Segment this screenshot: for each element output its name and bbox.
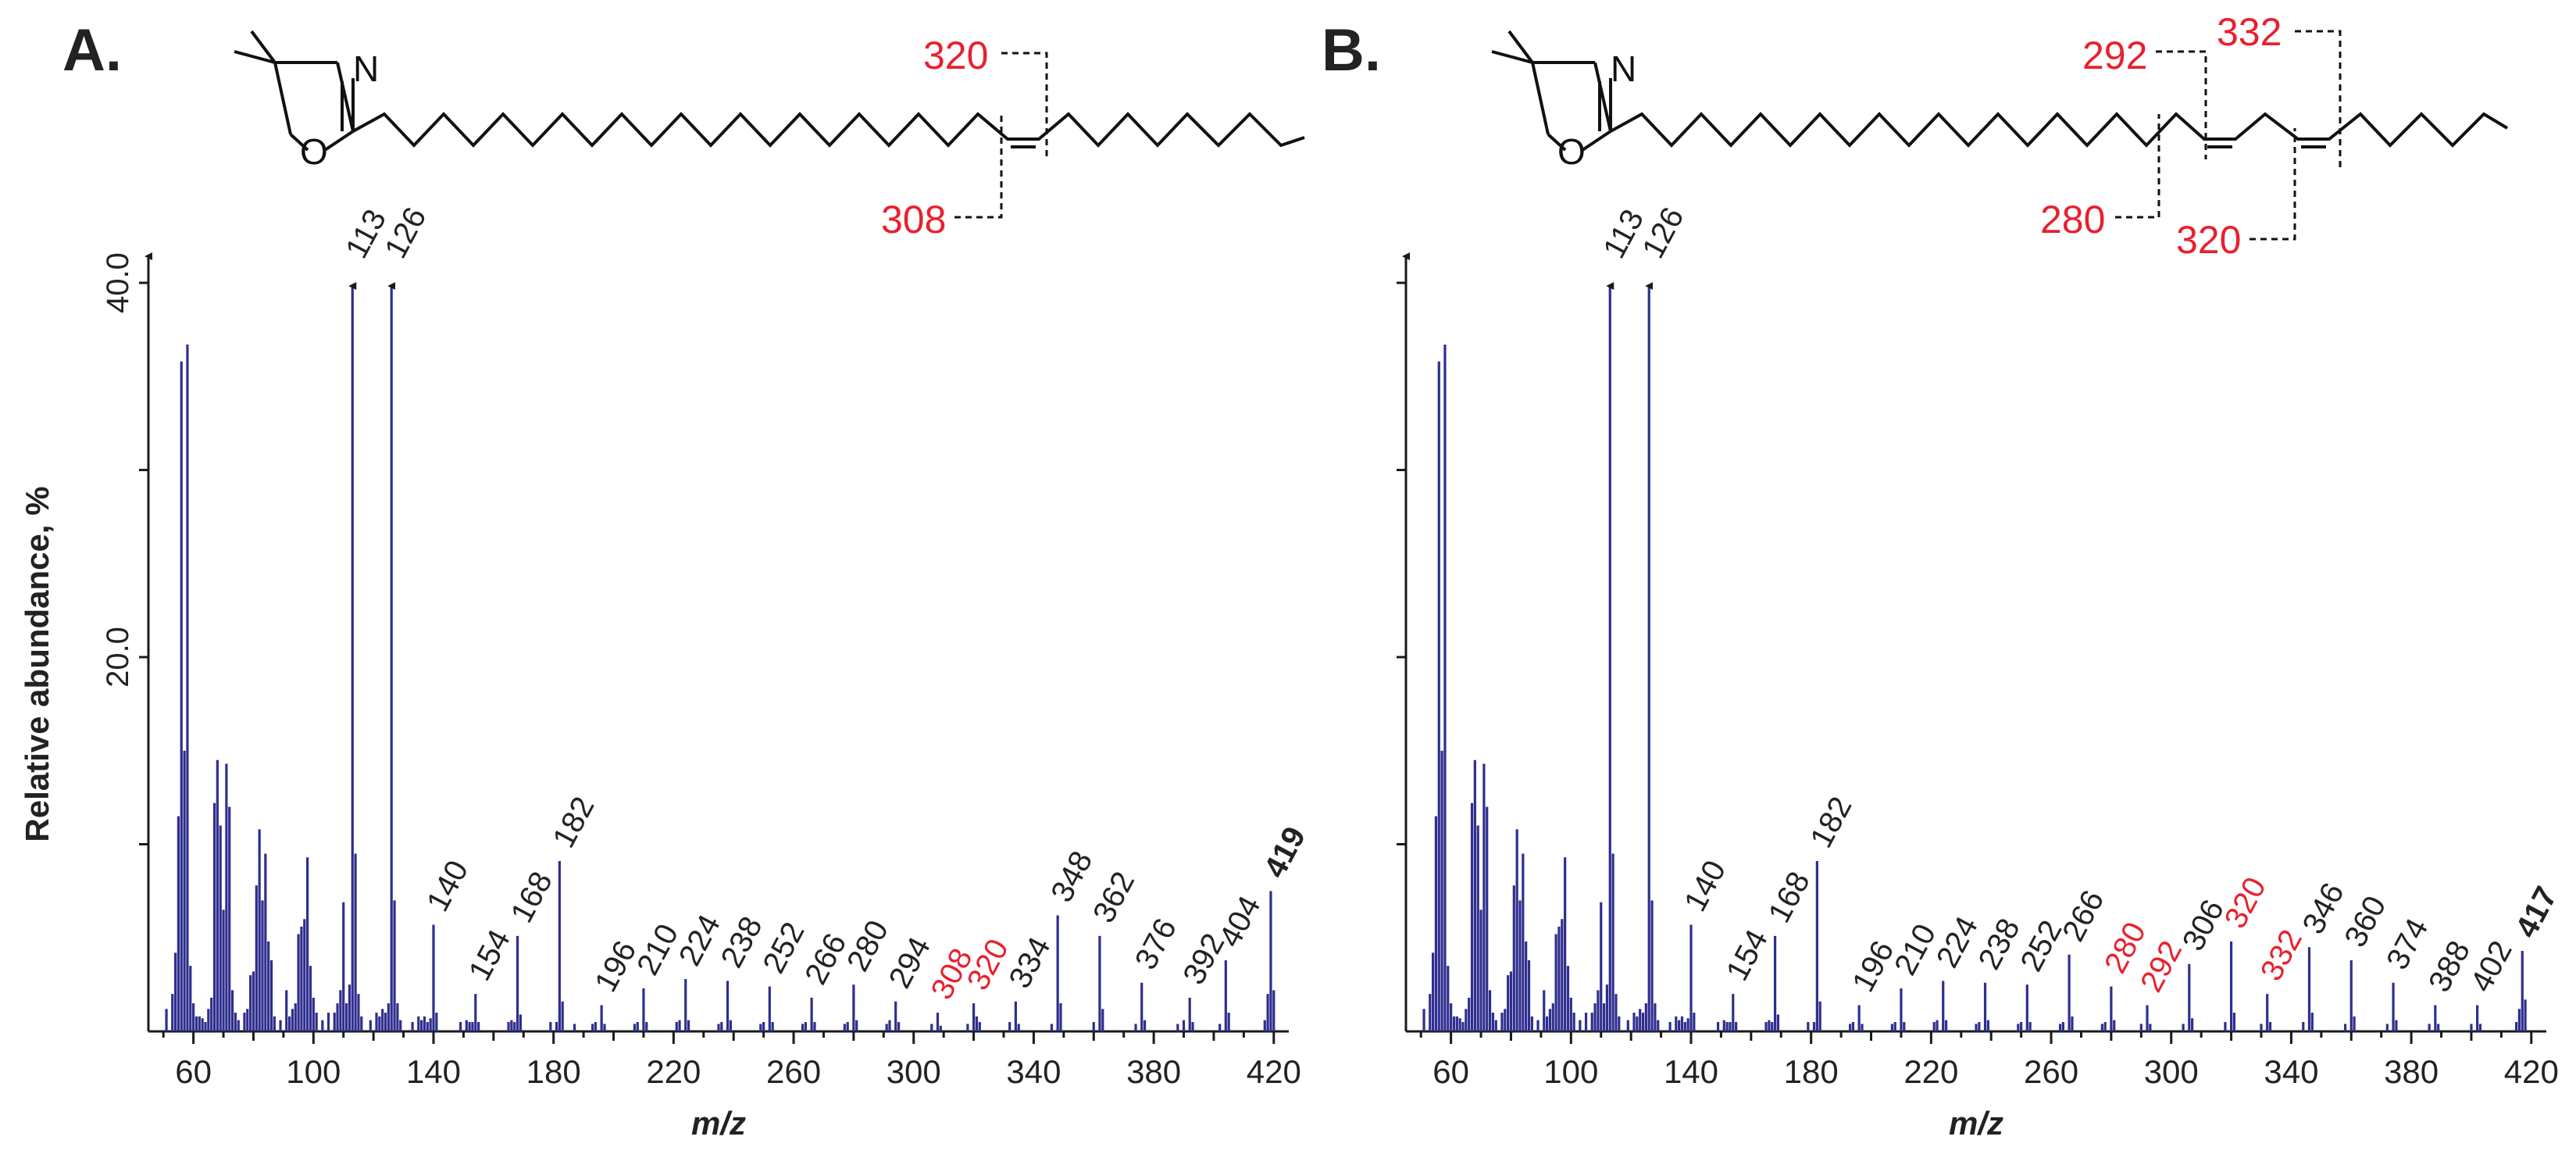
panel-b-x-axis-title: m/z [1949,1105,2003,1142]
x-tick-label: 180 [1784,1053,1839,1090]
x-tick-label: 260 [2024,1053,2078,1090]
peak-label: 402 [2464,935,2519,998]
nitrogen-label: N [353,48,379,89]
cleavage-label-320: 320 [923,34,988,77]
panel-b-structure [1491,30,2509,152]
peak-label: 154 [1720,924,1775,987]
panel-a-y-axis-title: Relative abundance, % [19,486,55,842]
peak-label: 140 [1678,855,1732,917]
x-tick-label: 300 [2144,1053,2199,1090]
x-tick-label: 220 [646,1053,701,1090]
x-tick-label: 300 [887,1053,941,1090]
cleavage-label-308: 308 [881,198,946,241]
panel-a-x-axis-title: m/z [691,1105,746,1142]
y-tick-label: 40.0 [101,252,135,313]
peak-label: 320 [961,934,1015,996]
oxygen-label: O [300,131,328,172]
peak-label: 168 [1762,866,1817,928]
cleavage-label-332: 332 [2217,10,2282,54]
peak-label: 374 [2380,913,2435,975]
peak-label: 238 [1972,913,2027,975]
y-tick-label: 20.0 [101,627,135,688]
x-tick-label: 420 [1247,1053,1301,1090]
cleavage-label-320: 320 [2176,218,2241,262]
panel-a: A. N O 320 308 [19,17,1312,1142]
peak-label: 419 [1258,821,1312,884]
x-tick-label: 100 [1543,1053,1598,1090]
panel-b: B. N O 292 332 280 320 [1322,10,2564,1142]
cleavage-label-280: 280 [2040,198,2105,241]
oxygen-label: O [1557,131,1586,172]
peak-label: 154 [462,924,517,987]
x-tick-label: 140 [406,1053,461,1090]
x-tick-label: 180 [526,1053,581,1090]
x-tick-label: 140 [1664,1053,1718,1090]
peak-label: 168 [505,866,559,928]
x-tick-label: 60 [1432,1053,1469,1090]
panel-b-cleavage-lines [2115,30,2342,241]
peak-label: 320 [2218,872,2273,935]
panel-b-label: B. [1322,17,1381,84]
peak-label: 224 [673,909,727,972]
panel-a-structure [234,30,1305,152]
x-tick-label: 380 [1126,1053,1181,1090]
peak-label: 182 [546,792,601,854]
panel-a-label: A. [62,17,122,84]
peak-label: 348 [1044,845,1099,908]
peak-label: 126 [1636,202,1690,264]
x-tick-label: 100 [286,1053,341,1090]
peak-label: 362 [1086,866,1141,928]
x-tick-label: 260 [766,1053,821,1090]
peak-label: 376 [1129,913,1183,975]
cleavage-label-292: 292 [2082,34,2147,77]
x-tick-label: 380 [2384,1053,2439,1090]
nitrogen-label: N [1611,48,1636,89]
x-tick-label: 340 [1006,1053,1061,1090]
x-tick-label: 340 [2264,1053,2318,1090]
x-tick-label: 60 [175,1053,212,1090]
peak-label: 224 [1930,911,1985,974]
peak-label: 332 [2254,924,2309,987]
peak-label: 417 [2509,881,2564,944]
panel-a-cleavage-lines [954,52,1048,219]
peak-label: 388 [2422,935,2477,998]
peak-label: 182 [1804,792,1858,854]
peak-label: 126 [378,202,433,264]
peak-label: 140 [420,855,475,917]
x-tick-label: 220 [1903,1053,1958,1090]
peak-label: 306 [2176,894,2231,956]
x-tick-label: 420 [2504,1053,2559,1090]
peak-label: 334 [1002,931,1057,994]
